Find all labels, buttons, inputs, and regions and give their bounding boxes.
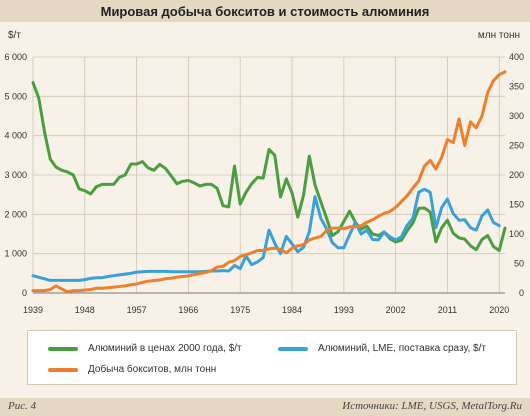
chart-title-bar: Мировая добыча бокситов и стоимость алюм… xyxy=(0,0,530,22)
right-tick-label: 250 xyxy=(509,141,524,151)
left-tick-label: 1 000 xyxy=(4,249,27,259)
legend-label-green: Алюминий в ценах 2000 года, $/т xyxy=(88,343,242,354)
legend-swatch-green xyxy=(48,346,78,351)
x-tick-label: 1984 xyxy=(282,305,302,315)
right-axis-unit: млн тонн xyxy=(477,30,520,41)
left-tick-label: 0 xyxy=(22,288,27,298)
legend-label-blue: Алюминий, LME, поставка сразу, $/т xyxy=(318,343,486,354)
x-tick-label: 2011 xyxy=(438,305,457,315)
left-tick-label: 4 000 xyxy=(4,131,27,141)
footer: Рис. 4 Источники: LME, USGS, MetalTorg.R… xyxy=(0,398,530,416)
left-axis-unit: $/т xyxy=(8,30,21,41)
x-tick-label: 1975 xyxy=(230,305,250,315)
right-tick-label: 0 xyxy=(519,288,524,298)
x-tick-label: 1948 xyxy=(75,305,95,315)
series-line-2 xyxy=(31,70,507,294)
right-tick-label: 100 xyxy=(509,229,524,239)
left-tick-label: 2 000 xyxy=(4,209,27,219)
right-tick-label: 200 xyxy=(509,170,524,180)
right-tick-label: 400 xyxy=(509,52,524,62)
legend-label-orange: Добыча бокситов, млн тонн xyxy=(88,364,217,375)
left-tick-label: 5 000 xyxy=(4,91,27,101)
left-tick-label: 3 000 xyxy=(4,170,27,180)
right-tick-label: 150 xyxy=(509,200,524,210)
legend-item-orange: Добыча бокситов, млн тонн xyxy=(48,364,216,375)
series-line-0 xyxy=(31,81,507,252)
right-tick-label: 300 xyxy=(509,111,524,121)
chart-title: Мировая добыча бокситов и стоимость алюм… xyxy=(100,3,430,19)
legend-swatch-blue xyxy=(278,346,308,351)
x-tick-label: 1993 xyxy=(334,305,354,315)
legend-item-green: Алюминий в ценах 2000 года, $/т xyxy=(48,343,242,354)
x-tick-label: 1957 xyxy=(127,305,147,315)
left-tick-label: 6 000 xyxy=(4,52,27,62)
x-tick-label: 1966 xyxy=(178,305,198,315)
series-line-1 xyxy=(31,187,501,282)
x-tick-label: 2020 xyxy=(489,305,509,315)
figure-number: Рис. 4 xyxy=(8,400,37,412)
x-tick-label: 1939 xyxy=(23,305,43,315)
legend-item-blue: Алюминий, LME, поставка сразу, $/т xyxy=(278,343,486,354)
legend: Алюминий в ценах 2000 года, $/т Алюминий… xyxy=(27,330,517,385)
right-tick-label: 350 xyxy=(509,82,524,92)
legend-swatch-orange xyxy=(48,367,78,372)
sources-note: Источники: LME, USGS, MetalTorg.Ru xyxy=(342,400,522,412)
right-tick-label: 50 xyxy=(514,259,524,269)
x-tick-label: 2002 xyxy=(386,305,406,315)
